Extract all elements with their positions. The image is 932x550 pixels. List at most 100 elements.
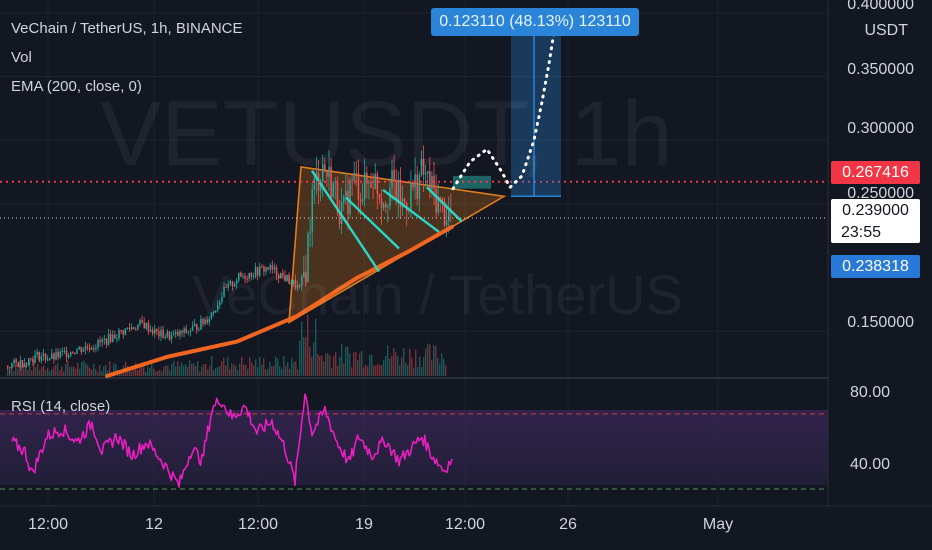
volume-bar	[203, 364, 205, 376]
candle-body	[412, 182, 414, 188]
volume-bar	[371, 354, 373, 376]
candle-body	[11, 363, 13, 368]
volume-bar	[279, 366, 281, 376]
volume-bar	[273, 365, 275, 376]
candle-body	[443, 201, 446, 226]
volume-bar	[31, 370, 33, 376]
candle-body	[349, 179, 351, 214]
ema-legend[interactable]: EMA (200, close, 0)	[11, 78, 142, 95]
volume-bar	[65, 363, 67, 376]
volume-bar	[349, 353, 351, 376]
candle-body	[252, 276, 255, 278]
candle-body	[15, 359, 17, 363]
volume-bar	[385, 356, 387, 376]
candle-body	[128, 327, 131, 329]
volume-bar	[367, 366, 369, 376]
volume-bar	[211, 355, 213, 376]
candle-body	[261, 266, 263, 268]
candle-body	[156, 328, 158, 332]
volume-bar	[329, 355, 331, 376]
candle-body	[101, 339, 103, 343]
volume-bar	[173, 361, 175, 376]
candle-body	[416, 174, 418, 199]
candle-body	[55, 351, 57, 360]
candle-body	[120, 330, 122, 332]
candle-body	[382, 204, 385, 208]
candle-body	[51, 353, 53, 359]
candle-body	[46, 359, 49, 361]
volume-bar	[395, 352, 397, 376]
volume-bar	[99, 364, 101, 376]
candle-body	[399, 179, 402, 208]
candle-body	[126, 327, 129, 329]
candle-body	[13, 359, 15, 364]
volume-bar	[327, 353, 329, 376]
volume-bar	[253, 365, 255, 376]
symbol-title[interactable]: VeChain / TetherUS, 1h, BINANCE	[11, 20, 243, 37]
time-label-19: 19	[355, 516, 373, 533]
candle-body	[63, 350, 66, 352]
candle-body	[147, 322, 150, 332]
candle-body	[244, 276, 246, 279]
candle-body	[389, 187, 391, 207]
candle-body	[288, 274, 290, 285]
volume-bar	[257, 367, 259, 376]
volume-bar	[301, 321, 303, 376]
candle-body	[250, 272, 253, 277]
candle-body	[175, 331, 177, 334]
volume-bar	[415, 349, 417, 376]
volume-bar	[255, 359, 257, 376]
volume-bar	[155, 371, 157, 376]
volume-bar	[271, 366, 273, 376]
candle-body	[269, 265, 271, 270]
candle-body	[193, 323, 196, 327]
candle-body	[393, 170, 395, 181]
candle-body	[248, 272, 250, 279]
trendline	[426, 186, 463, 223]
currency-label[interactable]: USDT	[864, 22, 908, 39]
volume-bar	[303, 336, 305, 376]
volume-bar	[23, 363, 25, 376]
volume-bar	[17, 368, 19, 376]
volume-bar	[429, 344, 431, 376]
candle-body	[219, 301, 221, 306]
candle-body	[109, 333, 112, 343]
measure-label[interactable]: 0.123110 (48.13%) 123110	[431, 8, 639, 36]
volume-bar	[441, 353, 443, 376]
volume-bar	[353, 352, 355, 376]
candle-body	[307, 233, 309, 283]
volume-bar	[263, 358, 265, 376]
volume-bar	[381, 365, 383, 376]
volume-bar	[377, 364, 379, 376]
volume-bar	[335, 352, 337, 376]
candle-body	[221, 296, 223, 302]
rsi-legend[interactable]: RSI (14, close)	[11, 398, 111, 415]
drawings[interactable]	[0, 23, 828, 273]
candle-body	[328, 166, 330, 177]
candle-body	[378, 193, 381, 199]
candle-body	[359, 199, 362, 202]
volume-bar	[307, 315, 309, 376]
volume-bar	[83, 360, 85, 376]
rsi-line	[11, 393, 453, 488]
candle-body	[181, 330, 183, 333]
candle-body	[296, 285, 299, 289]
candle-body	[151, 329, 154, 334]
volume-bar	[275, 356, 277, 376]
candle-body	[301, 277, 303, 286]
volume-legend[interactable]: Vol	[11, 49, 32, 66]
volume-bar	[375, 365, 377, 376]
candle-body	[235, 280, 238, 284]
volume-bar	[439, 363, 441, 376]
candle-body	[135, 328, 137, 330]
candle-body	[380, 198, 383, 208]
volume-bar	[363, 367, 365, 376]
candle-body	[172, 333, 175, 335]
volume-bar	[91, 369, 93, 376]
volume-bar	[231, 363, 233, 376]
volume-bar	[227, 356, 229, 376]
candle-body	[61, 350, 64, 352]
candle-body	[370, 181, 372, 188]
rsi-band	[0, 410, 828, 485]
